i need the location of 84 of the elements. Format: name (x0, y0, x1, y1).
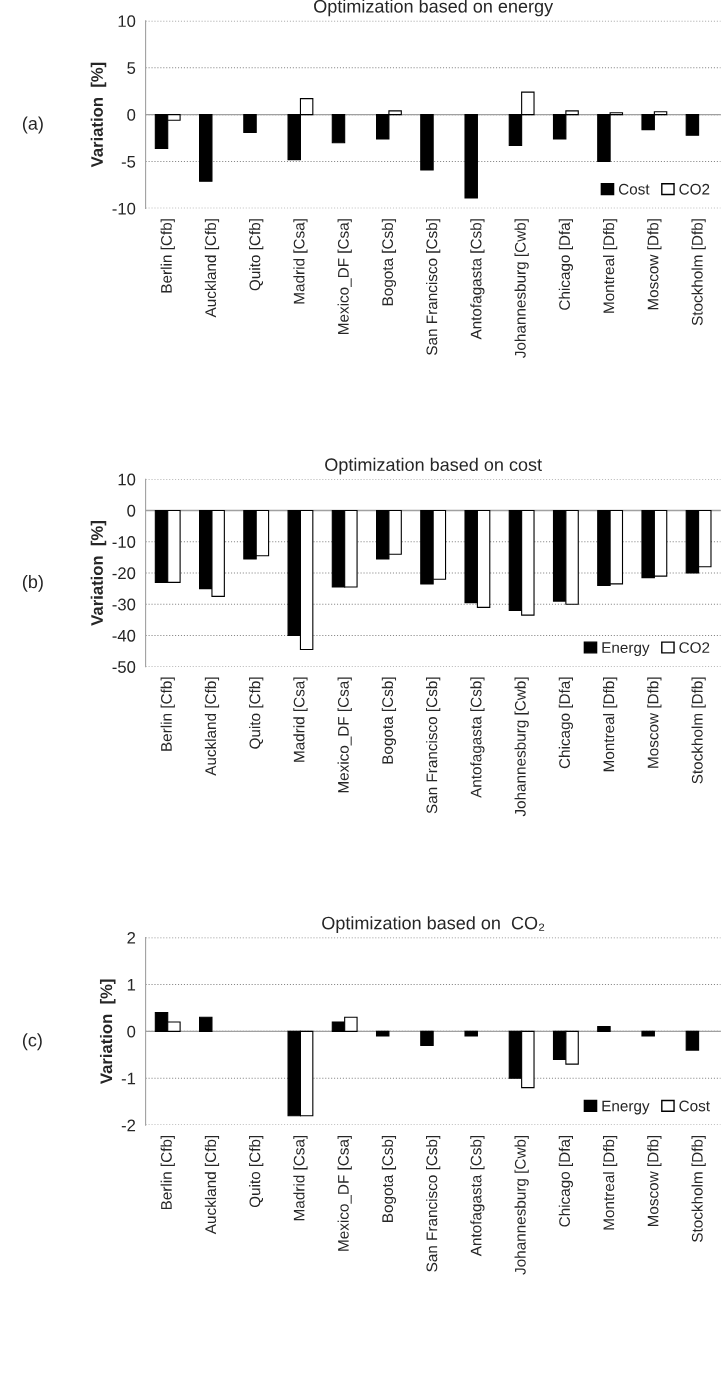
chart-title: Optimization based on cost (325, 457, 542, 475)
chart-title: Optimization based on energy (314, 0, 554, 17)
legend-label: Cost (618, 183, 650, 195)
x-tick-label: Johannesburg [Cwb] (514, 219, 529, 358)
bar (464, 1030, 478, 1037)
x-tick-label: Chicago [Dfa] (558, 1135, 573, 1227)
x-tick-label: Bogota [Csb] (381, 677, 397, 764)
y-tick-label: -2 (121, 1119, 136, 1132)
y-tick-label: -10 (112, 202, 136, 215)
bar (375, 1030, 390, 1037)
x-tick-label: Quito [Cfb] (249, 677, 264, 749)
y-tick-label: -10 (112, 536, 136, 548)
bar (420, 114, 434, 171)
y-tick-label: -20 (112, 567, 136, 580)
x-tick-label: Bogota [Csb] (381, 1135, 397, 1222)
x-tick-label: Antofagasta [Csb] (470, 677, 485, 798)
x-tick-label: Antofagasta [Csb] (470, 1135, 485, 1257)
bar (420, 1030, 434, 1046)
legend-label: Energy (602, 1100, 650, 1115)
y-axis-title: Variation [%] (90, 62, 107, 168)
x-tick-label: Stockholm [Dfb] (691, 1135, 706, 1242)
x-tick-label: Berlin [Cfb] (160, 1135, 175, 1210)
bar (685, 114, 700, 136)
x-tick-label: San Francisco [Csb] (426, 219, 441, 355)
text: (a) (22, 116, 43, 134)
text: (c) (22, 1033, 42, 1051)
legend-label: CO2 (679, 642, 710, 654)
y-tick-label: 10 (118, 473, 136, 486)
x-tick-label: San Francisco [Csb] (426, 1135, 441, 1272)
y-tick-label: 0 (127, 504, 136, 517)
y-axis-title: Variation [%] (99, 979, 116, 1084)
x-tick-label: Stockholm [Dfb] (691, 219, 706, 326)
x-tick-label: Bogota [Csb] (381, 219, 397, 306)
y-tick-label: 0 (127, 1025, 136, 1038)
bar (243, 114, 257, 133)
x-tick-label: Antofagasta [Csb] (470, 219, 485, 340)
x-tick-label: Auckland [Cfb] (204, 219, 220, 318)
x-tick-label: Auckland [Cfb] (204, 1135, 220, 1235)
bar (464, 114, 478, 199)
x-tick-label: Quito [Cfb] (249, 219, 264, 291)
x-tick-label: Montreal [Dfb] (603, 219, 618, 313)
y-tick-label: -30 (112, 598, 136, 611)
x-tick-label: Johannesburg [Cwb] (514, 1135, 529, 1275)
bar (199, 1016, 213, 1032)
x-tick-label: Johannesburg [Cwb] (514, 677, 529, 817)
x-tick-label: Madrid [Csa] (293, 1135, 308, 1221)
x-tick-label: Chicago [Dfa] (558, 677, 573, 769)
bar (199, 114, 213, 182)
x-tick-label: Montreal [Dfb] (603, 1135, 618, 1230)
x-tick-label: Madrid [Csa] (293, 677, 308, 762)
y-tick-label: -5 (121, 156, 136, 168)
y-tick-label: 10 (118, 15, 136, 28)
y-tick-label: -1 (121, 1072, 136, 1085)
x-tick-label: Quito [Cfb] (249, 1135, 264, 1208)
x-tick-label: Chicago [Dfa] (558, 219, 573, 310)
legend-label: CO2 (679, 183, 710, 195)
bar (597, 1026, 611, 1032)
x-tick-label: Mexico_DF [Csa] (337, 1135, 352, 1251)
x-tick-label: Moscow [Dfb] (647, 219, 662, 310)
bar (685, 1030, 700, 1051)
y-tick-label: -50 (112, 661, 136, 673)
x-tick-label: Madrid [Csa] (293, 219, 308, 304)
y-tick-label: 5 (127, 62, 136, 74)
x-tick-label: Moscow [Dfb] (647, 1135, 662, 1227)
legend-label: Energy (602, 642, 650, 657)
y-tick-label: -40 (112, 629, 136, 642)
x-tick-label: San Francisco [Csb] (426, 677, 441, 814)
bar (331, 114, 346, 144)
x-tick-label: Berlin [Cfb] (160, 677, 175, 751)
x-tick-label: Montreal [Dfb] (603, 677, 618, 772)
x-tick-label: Moscow [Dfb] (647, 677, 662, 768)
y-tick-label: 0 (127, 108, 136, 121)
legend-label: Cost (679, 1100, 710, 1112)
y-tick-label: 2 (127, 931, 136, 944)
x-tick-label: Berlin [Cfb] (160, 219, 175, 293)
chart-title: Optimization based on CO₂ (322, 916, 545, 933)
text: (b) (22, 574, 43, 592)
x-tick-label: Mexico_DF [Csa] (337, 219, 352, 334)
bar (641, 1030, 655, 1037)
y-axis-title: Variation [%] (90, 521, 107, 626)
x-tick-label: Stockholm [Dfb] (691, 677, 706, 784)
y-tick-label: 1 (127, 979, 136, 991)
x-tick-label: Mexico_DF [Csa] (337, 677, 352, 793)
x-tick-label: Auckland [Cfb] (204, 677, 220, 776)
